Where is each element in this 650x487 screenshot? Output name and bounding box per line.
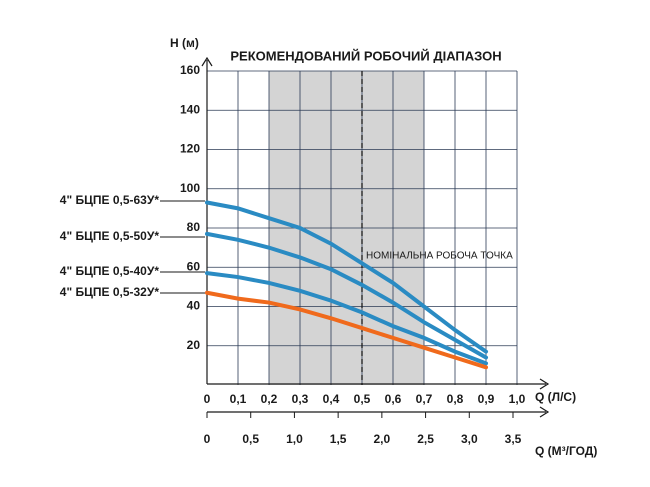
x2-tick-label: 1,5 (330, 432, 347, 446)
chart-title: РЕКОМЕНДОВАНИЙ РОБОЧИЙ ДІАПАЗОН (230, 48, 501, 63)
y-tick-label: 80 (187, 220, 201, 234)
x-tick-label: 0,4 (323, 392, 340, 406)
annotation: НОМІНАЛЬНА РОБОЧА ТОЧКА (366, 251, 513, 262)
x2-tick-label: 2,5 (417, 432, 434, 446)
x-tick-label: 0,9 (478, 392, 495, 406)
y-tick-label: 20 (187, 338, 201, 352)
x-tick-label: 1,0 (509, 392, 526, 406)
y-axis (201, 56, 213, 384)
series-label: 4" БЦПЕ 0,5-50У* (60, 229, 160, 243)
x-tick-label: 0,7 (416, 392, 433, 406)
curve (205, 271, 488, 366)
series-label: 4" БЦПЕ 0,5-63У* (60, 193, 160, 207)
x-tick-label: 0,6 (385, 392, 402, 406)
x2-axis (207, 406, 550, 418)
x2-axis-label: Q (M³/ГОД) (535, 444, 597, 458)
x2-tick-label: 1,0 (286, 432, 303, 446)
y-tick-label: 140 (180, 102, 200, 116)
y-tick-label: 160 (180, 63, 200, 77)
y-tick-label: 40 (187, 299, 201, 313)
x-tick-label: 0,8 (447, 392, 464, 406)
curve (205, 200, 488, 354)
x2-tick-label: 2,0 (374, 432, 391, 446)
x-tick-label: 0,3 (292, 392, 309, 406)
x2-tick-label: 3,5 (505, 432, 522, 446)
x-tick-label: 0,1 (230, 392, 247, 406)
x-tick-label: 0,2 (261, 392, 278, 406)
y-axis-label: H (м) (170, 36, 199, 50)
x-tick-label: 0,5 (354, 392, 371, 406)
x-axis-label: Q (Л/С) (535, 390, 576, 404)
x2-tick-label: 0 (204, 432, 211, 446)
y-tick-label: 120 (180, 142, 200, 156)
x2-tick-label: 3,0 (461, 432, 478, 446)
x-axis (207, 378, 550, 390)
series-label: 4" БЦПЕ 0,5-40У* (60, 264, 160, 278)
y-tick-label: 60 (187, 259, 201, 273)
series-label: 4" БЦПЕ 0,5-32У* (60, 285, 160, 299)
curve (205, 290, 488, 370)
x2-tick-label: 0,5 (242, 432, 259, 446)
curve (205, 231, 488, 360)
x-tick-label: 0 (204, 392, 211, 406)
y-tick-label: 100 (180, 181, 200, 195)
